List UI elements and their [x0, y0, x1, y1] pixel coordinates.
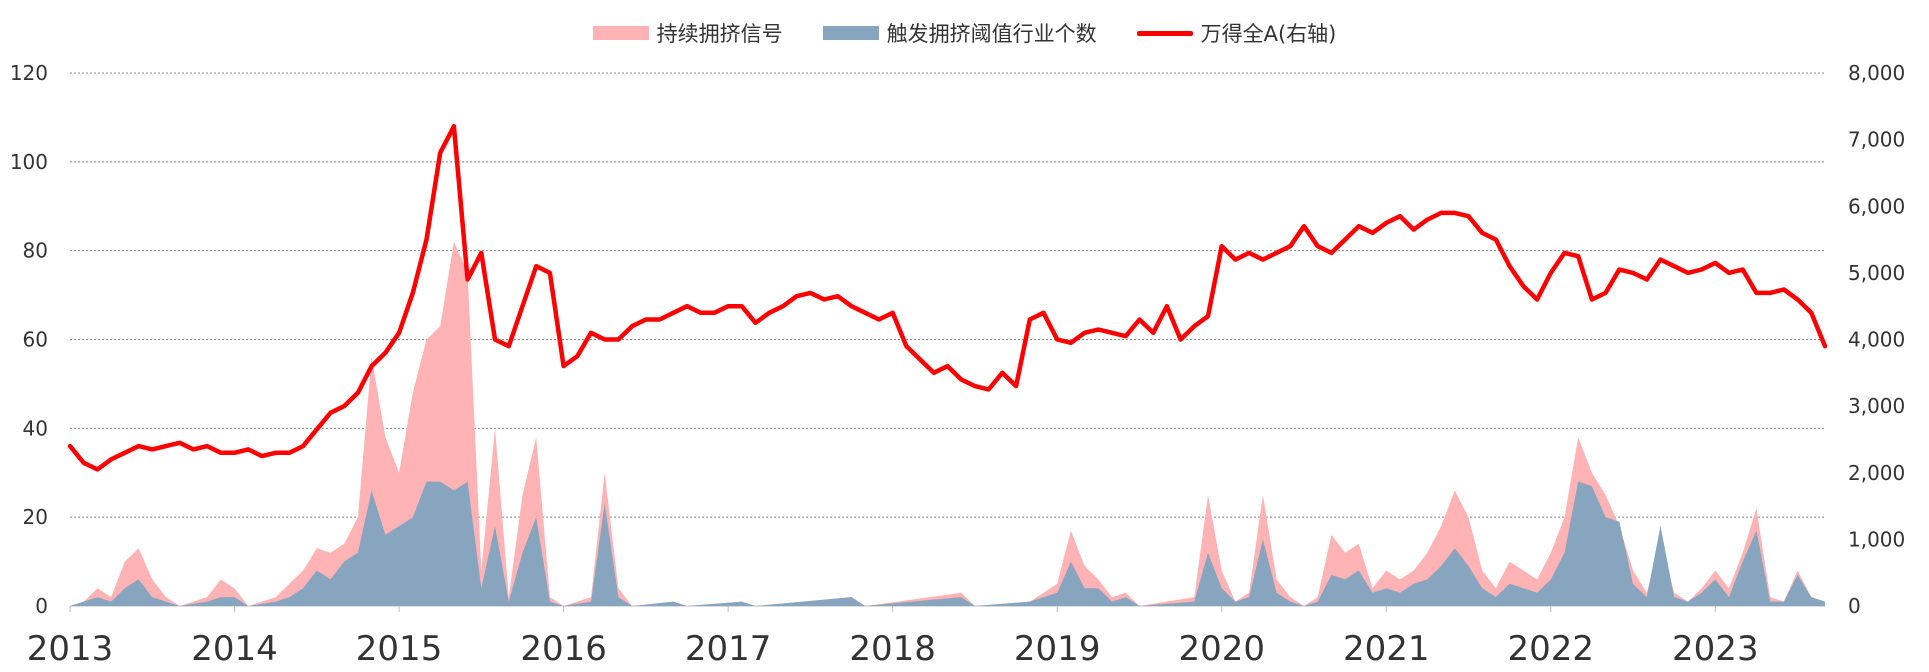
- x-tick-label: 2018: [849, 629, 936, 669]
- legend-swatch-pink: [592, 26, 649, 40]
- x-tick-label: 2014: [191, 629, 278, 669]
- x-tick-label: 2015: [356, 629, 443, 669]
- legend-item-wind-a: 万得全A(右轴): [1136, 18, 1337, 48]
- y-left-tick-label: 120: [10, 61, 48, 85]
- legend-item-persistent-signal: 持续拥挤信号: [592, 18, 783, 48]
- legend-swatch-blue: [822, 26, 879, 40]
- y-right-tick-label: 6,000: [1848, 194, 1905, 218]
- legend-label-persistent-signal: 持续拥挤信号: [656, 22, 783, 46]
- y-right-tick-label: 8,000: [1848, 61, 1905, 85]
- y-right-tick-label: 5,000: [1848, 261, 1905, 285]
- y-right-tick-label: 2,000: [1848, 461, 1905, 485]
- legend-item-industry-count: 触发拥挤阈值行业个数: [822, 18, 1097, 48]
- y-left-tick-label: 60: [23, 328, 48, 352]
- x-tick-label: 2016: [520, 629, 607, 669]
- y-right-tick-label: 7,000: [1848, 128, 1905, 152]
- x-tick-label: 2021: [1343, 629, 1430, 669]
- x-tick-label: 2019: [1014, 629, 1101, 669]
- x-tick-label: 2022: [1508, 629, 1595, 669]
- area-persistent-signal: [70, 241, 1825, 607]
- y-left-tick-label: 100: [10, 150, 48, 174]
- y-right-tick-label: 1,000: [1848, 527, 1905, 551]
- legend-label-wind-a: 万得全A(右轴): [1200, 22, 1337, 46]
- y-left-tick-label: 80: [23, 239, 48, 263]
- y-right-tick-label: 4,000: [1848, 328, 1905, 352]
- chart-legend: 持续拥挤信号 触发拥挤阈值行业个数 万得全A(右轴): [0, 18, 1929, 48]
- y-left-tick-label: 40: [23, 416, 48, 440]
- x-tick-label: 2017: [685, 629, 772, 669]
- line-wind-all-a: [67, 124, 1828, 472]
- legend-swatch-red: [1136, 30, 1193, 36]
- y-right-tick-label: 0: [1848, 594, 1861, 618]
- y-right-tick-label: 3,000: [1848, 394, 1905, 418]
- legend-label-industry-count: 触发拥挤阈值行业个数: [886, 22, 1097, 46]
- y-left-tick-label: 0: [35, 594, 48, 618]
- x-tick-label: 2020: [1178, 629, 1265, 669]
- x-tick-label: 2013: [27, 629, 114, 669]
- x-tick-label: 2023: [1672, 629, 1759, 669]
- area-industry-count: [70, 481, 1825, 606]
- y-left-tick-label: 20: [23, 505, 48, 529]
